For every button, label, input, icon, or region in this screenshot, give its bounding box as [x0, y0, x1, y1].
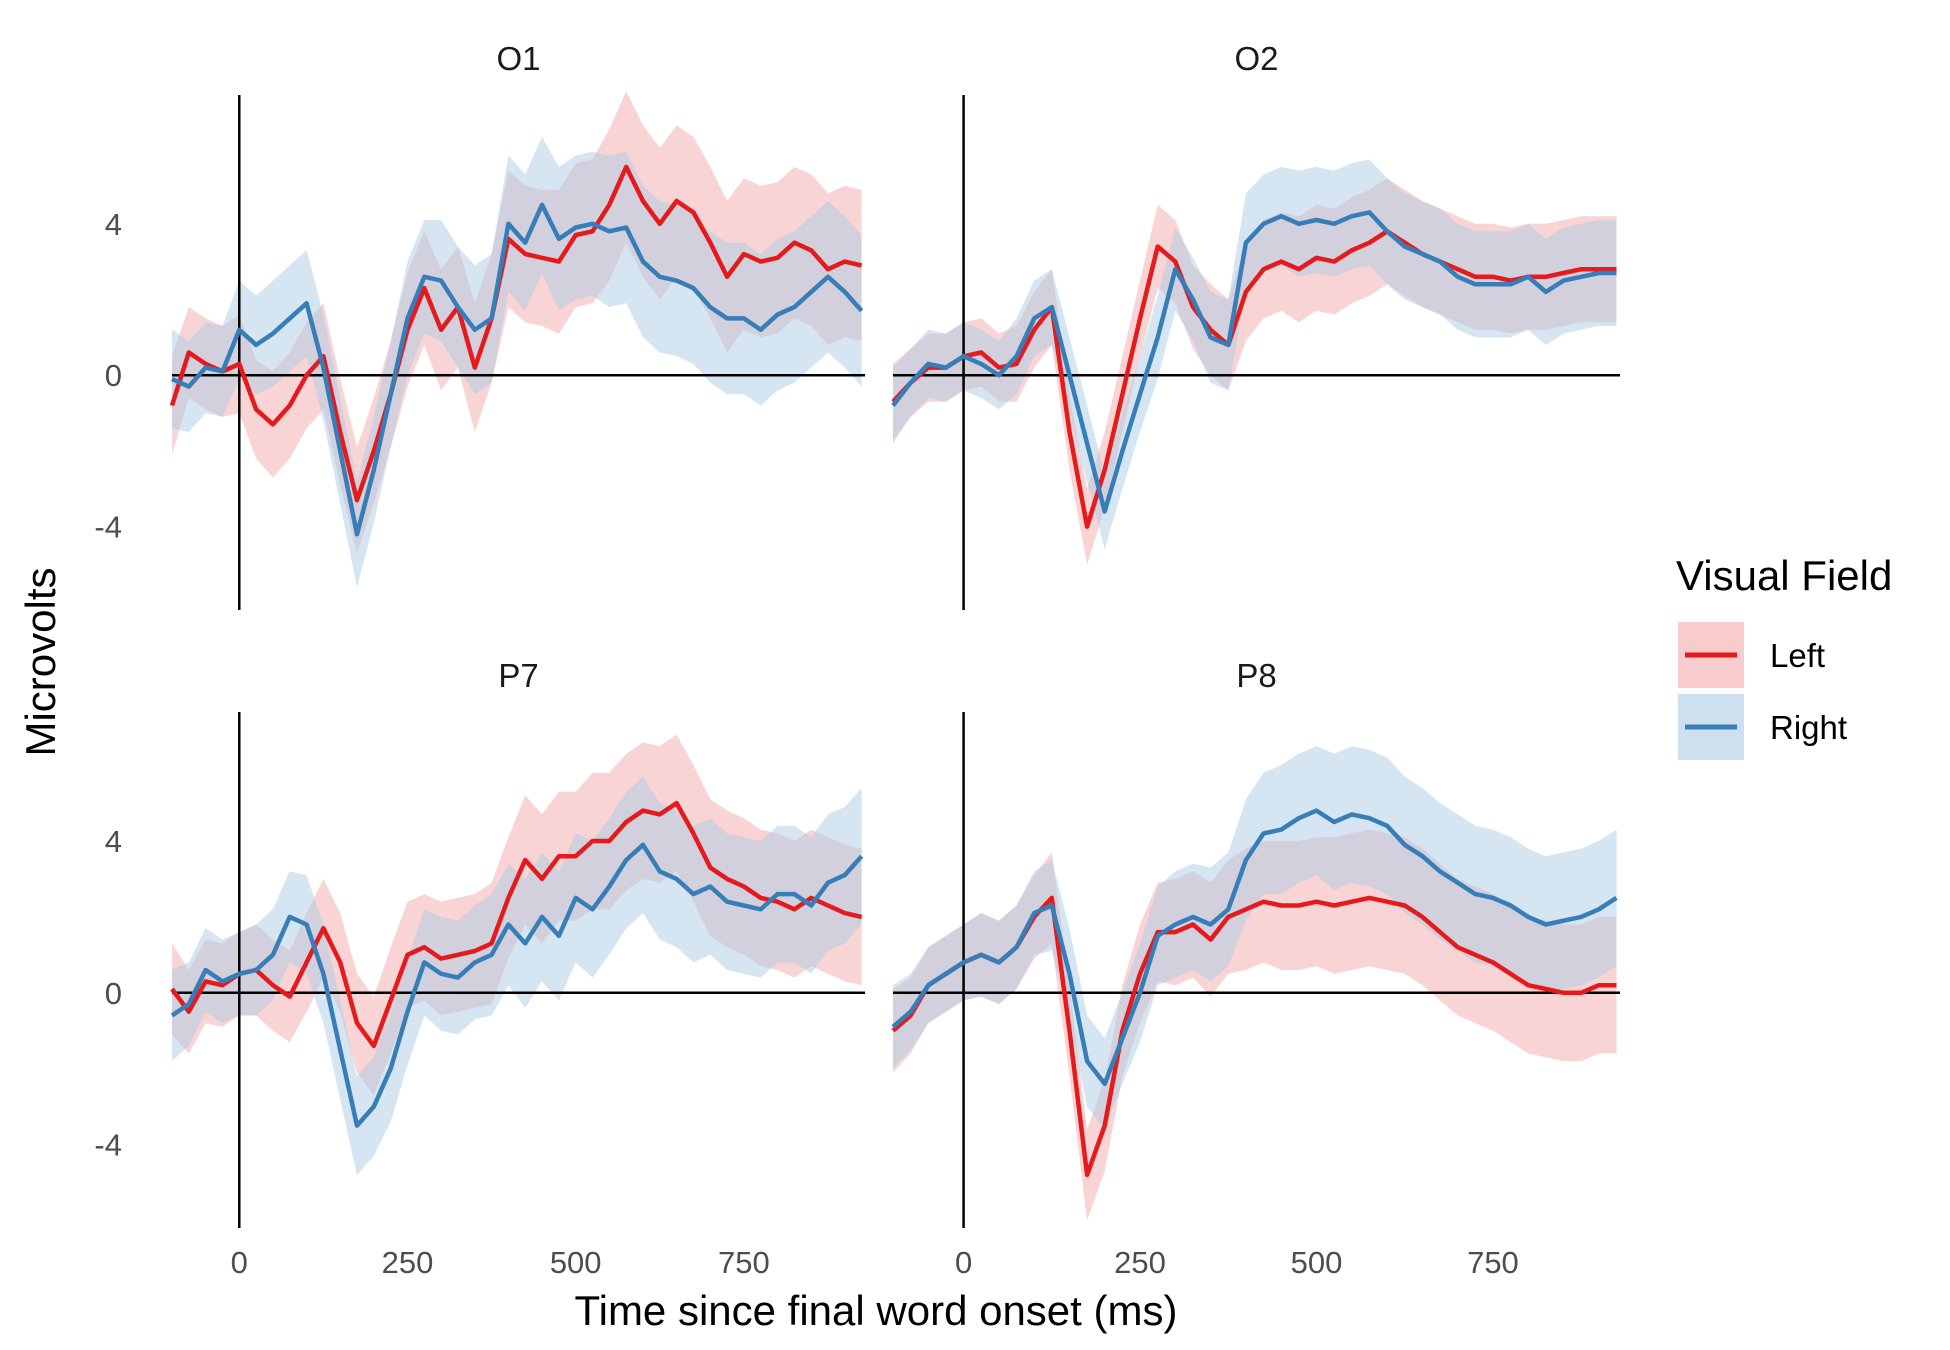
series-line-p7-right — [170, 842, 864, 1128]
legend-entry-left: Left — [1678, 622, 1825, 688]
panel-o1: O1 -4 0 4 — [94, 40, 865, 610]
panel-o2: O2 — [891, 40, 1620, 610]
series-line-p8-right — [891, 808, 1618, 1087]
y-axis-title: Microvolts — [17, 567, 64, 756]
x-axis-title: Time since final word onset (ms) — [575, 1287, 1178, 1334]
x-tick-label: 500 — [550, 1245, 602, 1280]
y-tick-label: -4 — [94, 510, 122, 545]
facet-panels: O1 -4 0 4 O2 P7 -4 0 4 0 250 500 750 P8 0 250 500 750 — [94, 40, 1620, 1280]
ribbon-o2-right — [893, 159, 1617, 550]
panel-p7: P7 -4 0 4 0 250 500 750 — [94, 657, 865, 1280]
panel-title-p7: P7 — [498, 657, 538, 694]
series-line-o2-right — [891, 210, 1617, 514]
series-line-o2-left — [891, 229, 1617, 529]
series-line-o1-left — [169, 164, 863, 503]
series-line-p7-left — [170, 800, 863, 1049]
ribbon-p8-right — [893, 746, 1617, 1130]
legend-entry-right: Right — [1678, 694, 1847, 760]
legend-title: Visual Field — [1676, 552, 1892, 599]
series-line-o1-right — [171, 202, 864, 537]
x-tick-label: 0 — [955, 1245, 972, 1280]
y-tick-label: 4 — [105, 824, 122, 859]
y-tick-label: -4 — [94, 1128, 122, 1163]
legend-label-left: Left — [1770, 637, 1825, 674]
x-tick-label: 250 — [1114, 1245, 1166, 1280]
y-tick-label: 4 — [105, 207, 122, 242]
panel-title-o2: O2 — [1234, 40, 1278, 77]
x-tick-label: 0 — [231, 1245, 248, 1280]
legend: Visual Field Left Right — [1676, 552, 1892, 760]
x-tick-label: 750 — [718, 1245, 770, 1280]
panel-p8: P8 0 250 500 750 — [891, 657, 1620, 1280]
legend-label-right: Right — [1770, 709, 1847, 746]
y-tick-label: 0 — [105, 358, 122, 393]
x-tick-label: 750 — [1467, 1245, 1519, 1280]
x-tick-label: 250 — [382, 1245, 434, 1280]
panel-title-p8: P8 — [1236, 657, 1276, 694]
x-tick-label: 500 — [1291, 1245, 1343, 1280]
panel-title-o1: O1 — [496, 40, 540, 77]
y-tick-label: 0 — [105, 976, 122, 1011]
